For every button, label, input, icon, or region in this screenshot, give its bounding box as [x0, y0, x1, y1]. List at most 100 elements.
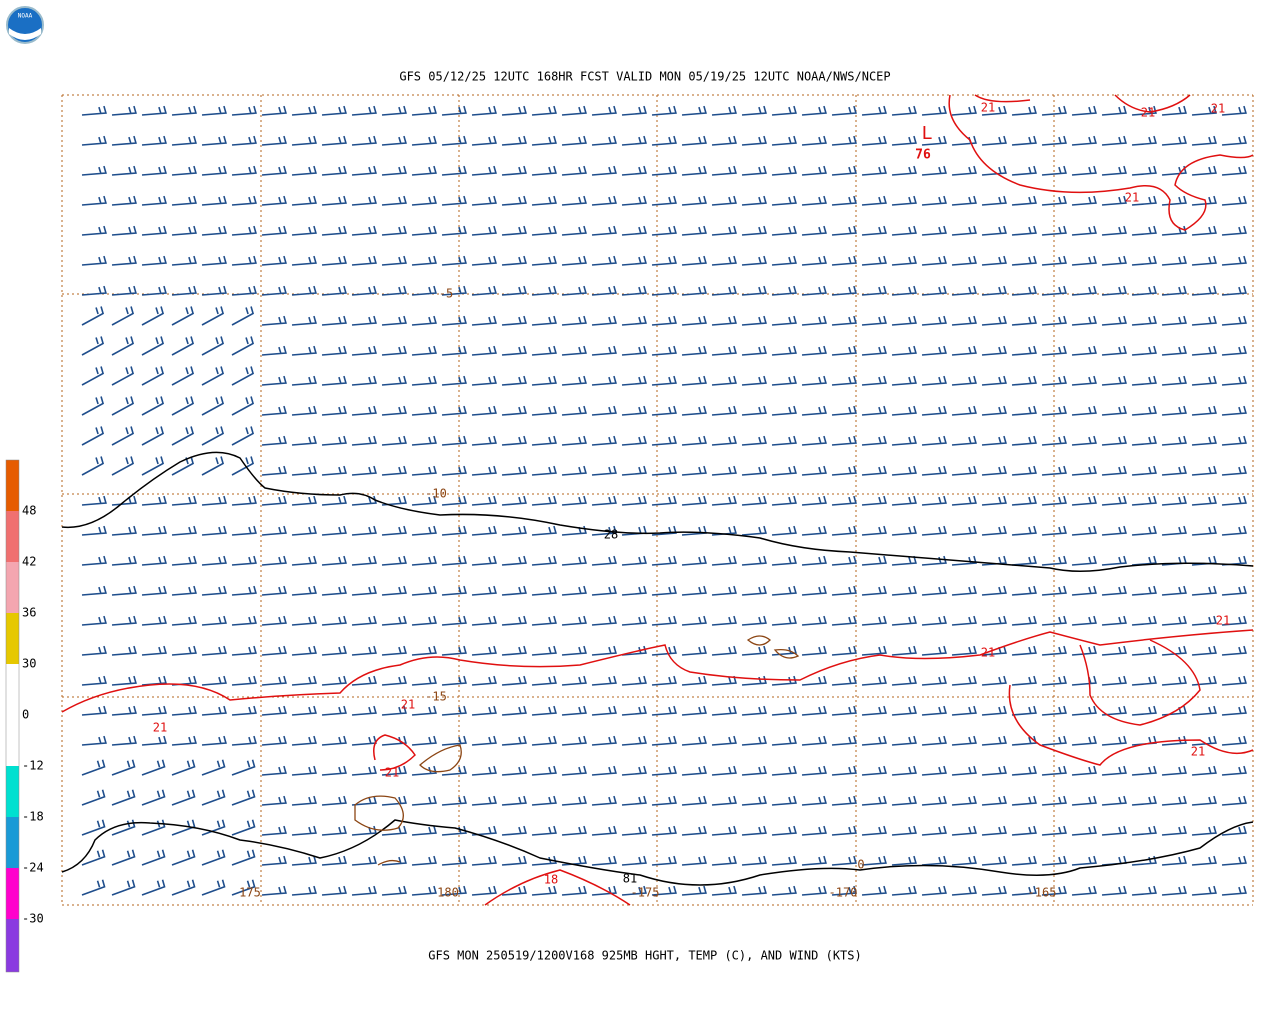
wind-barb [471, 555, 497, 566]
wind-barb [1191, 855, 1217, 866]
wind-barb [81, 165, 107, 176]
wind-barb [111, 525, 137, 536]
wind-barb [1221, 315, 1247, 326]
wind-barb [411, 705, 437, 716]
wind-barb [741, 435, 767, 446]
wind-barb [1131, 195, 1157, 206]
wind-barb [591, 465, 617, 476]
wind-barb [381, 135, 407, 146]
wind-barb [831, 735, 857, 746]
wind-barb [831, 555, 857, 566]
wind-barb [711, 585, 737, 596]
wind-barb [771, 705, 797, 716]
wind-barb [231, 525, 257, 536]
wind-barb [1071, 765, 1097, 776]
wind-barb [1101, 315, 1127, 326]
wind-barb [1131, 405, 1157, 416]
lon-label: -175 [631, 886, 660, 900]
wind-barb [741, 525, 767, 536]
wind-barb [771, 165, 797, 176]
wind-barb [801, 645, 827, 656]
wind-barb [861, 645, 887, 656]
wind-barb [681, 825, 707, 836]
wind-barb [141, 225, 167, 236]
wind-barb [921, 345, 947, 356]
wind-barb [441, 105, 467, 116]
wind-barb [411, 195, 437, 206]
wind-barb [1041, 615, 1067, 626]
wind-barb [501, 225, 527, 236]
wind-barb [381, 855, 407, 866]
wind-barb [201, 255, 227, 266]
wind-barb [501, 375, 527, 386]
wind-barb [291, 555, 317, 566]
wind-barb [801, 435, 827, 446]
wind-barb [711, 765, 737, 776]
wind-barb [501, 195, 527, 206]
wind-barb [561, 195, 587, 206]
wind-barb [861, 225, 887, 236]
wind-barb [141, 735, 167, 746]
wind-barb [171, 789, 196, 806]
contour-label: 21 [1141, 106, 1155, 120]
wind-barb [741, 765, 767, 776]
wind-barb [201, 645, 227, 656]
wind-barb [531, 285, 557, 296]
wind-barb [201, 366, 225, 386]
wind-barb [681, 645, 707, 656]
wind-barb [1071, 675, 1097, 686]
wind-barb [651, 615, 677, 626]
wind-barb [351, 375, 377, 386]
wind-barb [471, 885, 497, 896]
wind-barb [951, 765, 977, 776]
wind-barb [531, 225, 557, 236]
wind-barb [501, 315, 527, 326]
wind-barb [981, 585, 1007, 596]
wind-barb [471, 345, 497, 356]
wind-barb [231, 426, 255, 446]
wind-barb [771, 255, 797, 266]
wind-barb [411, 135, 437, 146]
wind-barb [771, 195, 797, 206]
wind-barb [771, 735, 797, 746]
wind-barb [711, 855, 737, 866]
wind-barb [561, 825, 587, 836]
wind-barb [951, 435, 977, 446]
wind-barb [951, 585, 977, 596]
wind-barb [171, 366, 195, 386]
wind-barb [351, 585, 377, 596]
wind-barb [741, 555, 767, 566]
wind-barb [381, 555, 407, 566]
wind-barb [921, 255, 947, 266]
wind-barb [381, 255, 407, 266]
wind-barb [1071, 225, 1097, 236]
wind-barb [831, 495, 857, 506]
wind-barb [1191, 765, 1217, 776]
wind-barb [831, 675, 857, 686]
wind-barb [1041, 795, 1067, 806]
wind-barb [891, 165, 917, 176]
wind-barb [381, 885, 407, 896]
wind-barb [381, 705, 407, 716]
wind-barb [1191, 645, 1217, 656]
wind-barb [561, 645, 587, 656]
wind-barb [471, 405, 497, 416]
wind-barb [651, 675, 677, 686]
wind-barb [621, 675, 647, 686]
wind-barb [291, 255, 317, 266]
wind-barb [261, 735, 287, 746]
wind-barb [291, 405, 317, 416]
wind-barb [801, 105, 827, 116]
wind-barb [381, 525, 407, 536]
wind-barb [351, 855, 377, 866]
wind-barb [831, 345, 857, 356]
wind-barb [1071, 615, 1097, 626]
wind-barb [951, 705, 977, 716]
wind-barb [831, 405, 857, 416]
wind-barb [1161, 795, 1187, 806]
wind-barb [381, 105, 407, 116]
wind-barb [561, 675, 587, 686]
wind-barb [1161, 345, 1187, 356]
wind-barb [201, 555, 227, 566]
wind-barb [681, 315, 707, 326]
